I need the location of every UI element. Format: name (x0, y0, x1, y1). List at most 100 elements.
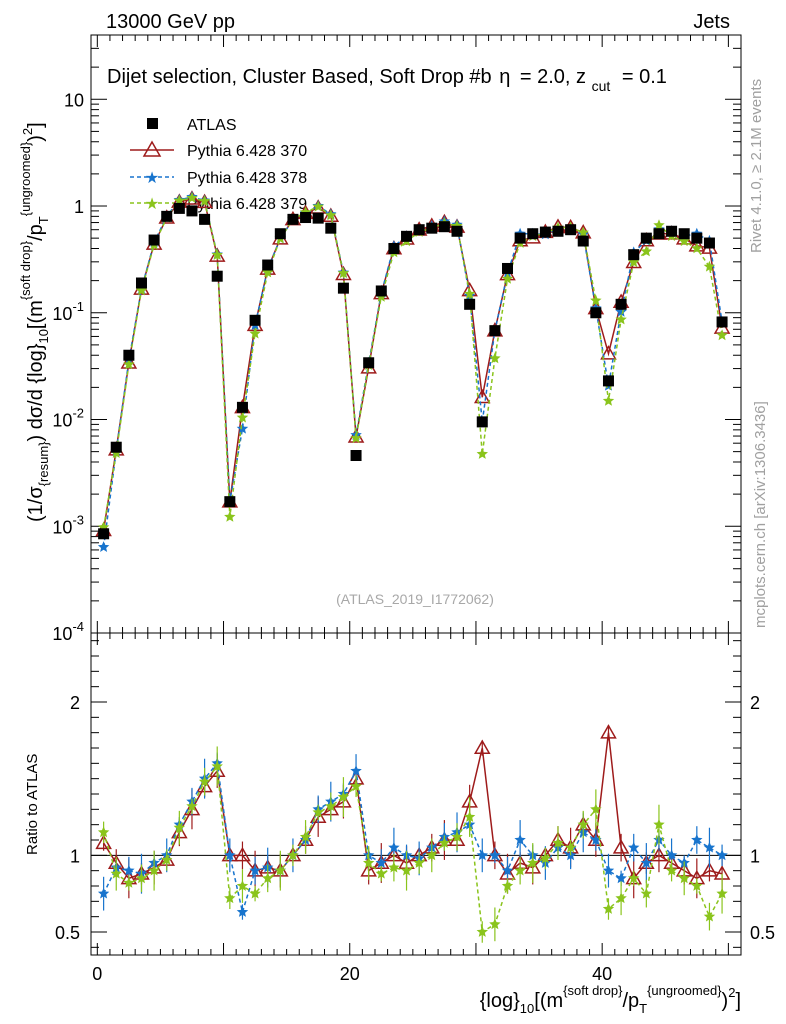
y-tick-label-ratio: 2 (70, 693, 80, 713)
atlas-data-point (666, 225, 678, 237)
series-378-ratio-point (691, 834, 703, 845)
series-379-point (615, 313, 627, 325)
series-378-ratio-point (628, 841, 640, 853)
series-370-point (335, 265, 352, 281)
axis-ticks (91, 34, 741, 955)
atlas-data-point (98, 528, 110, 540)
series-379-ratio-point (489, 918, 501, 930)
atlas-data-point (287, 213, 299, 225)
series-378-ratio-point (615, 872, 627, 884)
series-379-point (678, 235, 690, 247)
atlas-data-point (451, 225, 463, 237)
series-370-ratio-point (234, 846, 251, 862)
series-379-ratio-point (161, 853, 173, 865)
atlas-data-point (476, 416, 488, 428)
series-379-ratio-point (236, 880, 249, 891)
series-378-point (97, 541, 110, 552)
atlas-data-point (602, 375, 614, 387)
plot-title-eta: η (499, 66, 510, 88)
series-378-ratio-point (123, 864, 135, 876)
legend: ATLAS Pythia 6.428 370 ★ Pythia 6.428 37… (130, 117, 307, 213)
atlas-data-point (539, 226, 551, 238)
plot-title-tail: = 0.1 (622, 66, 667, 88)
series-379-point (262, 266, 274, 278)
upper-data-layer (95, 190, 731, 552)
atlas-data-point (211, 270, 223, 282)
series-379-ratio-point (476, 926, 488, 937)
atlas-data-point (413, 224, 425, 236)
x-axis-label: {log}10[(m{soft drop}/pT{ungroomed})2] (480, 983, 741, 1016)
series-378-ratio-point (476, 849, 488, 861)
series-378-ratio-point (640, 857, 652, 868)
series-378-ratio-point (388, 841, 400, 853)
series-378-ratio-point (665, 849, 678, 861)
atlas-data-point (300, 212, 312, 224)
atlas-data-point (678, 228, 690, 240)
series-379-ratio-point (224, 892, 236, 904)
series-379-point (337, 267, 350, 279)
series-378-ratio-point (703, 841, 716, 853)
series-379-point (186, 192, 198, 203)
series-379-ratio-point (350, 780, 362, 792)
series-379-ratio-point (388, 861, 400, 873)
series-379-point (325, 209, 337, 221)
y-tick-label-ratio-right: 0.5 (750, 923, 775, 943)
x-tick-label: 40 (592, 964, 612, 984)
series-379-ratio-point (287, 849, 299, 861)
x-tick-label: 20 (340, 964, 360, 984)
atlas-data-point (224, 496, 236, 508)
series-379-ratio-point (665, 864, 678, 876)
series-379-ratio-point (123, 876, 135, 888)
series-379-point (590, 294, 602, 306)
y-tick-label-upper: 10-3 (52, 512, 84, 537)
mcplots-label: mcplots.cern.ch [arXiv:1306.3436] (752, 401, 769, 628)
series-379-ratio-point (577, 818, 589, 830)
atlas-data-point (274, 228, 286, 240)
series-378-point (236, 422, 249, 434)
series-379-ratio-point (249, 887, 261, 899)
series-379-point (577, 226, 589, 238)
series-379-ratio-point (451, 830, 463, 842)
atlas-data-point (426, 222, 438, 234)
series-379-ratio-point (615, 892, 627, 904)
series-379-ratio-point (564, 841, 577, 853)
series-370-point (347, 428, 365, 443)
series-379-ratio-point (110, 867, 122, 879)
series-378-ratio-point (489, 849, 501, 861)
atlas-data-point (135, 277, 147, 289)
atlas-data-point (363, 357, 375, 369)
series-379-point (653, 219, 665, 231)
y-tick-label-ratio: 1 (70, 846, 80, 866)
series-379-ratio-point (186, 800, 198, 812)
plot-title-cut-subscript: cut (592, 78, 611, 94)
atlas-data-point (401, 230, 413, 242)
series-378-ratio-point (97, 887, 110, 899)
series-370-point (196, 193, 213, 209)
atlas-data-point (161, 210, 173, 222)
y-tick-label-upper: 10-1 (52, 299, 84, 324)
series-379-point (501, 272, 514, 284)
legend-378-label: Pythia 6.428 378 (187, 170, 307, 187)
series-379-ratio-point (539, 852, 552, 864)
series-378-ratio-point (350, 765, 362, 776)
series-379-ratio-point (514, 864, 526, 876)
atlas-data-point (514, 232, 526, 244)
series-379-ratio-point (363, 857, 375, 868)
atlas-data-point (552, 225, 564, 237)
series-378-ratio-point (224, 849, 236, 861)
atlas-data-point (199, 213, 211, 225)
atlas-data-point (262, 259, 274, 271)
atlas-data-point (148, 234, 160, 246)
series-379-point (640, 245, 652, 257)
series-379-point (123, 358, 135, 370)
atlas-data-point (590, 307, 602, 319)
series-379-ratio-point (463, 811, 476, 822)
series-378-ratio-point (716, 849, 728, 861)
ratio-frame (90, 632, 742, 956)
series-379-ratio-point (173, 821, 186, 833)
y-tick-label-ratio: 0.5 (55, 923, 80, 943)
atlas-data-point (502, 262, 514, 274)
series-379-point (703, 260, 716, 272)
series-378-ratio-point (249, 864, 261, 876)
atlas-data-point (110, 441, 122, 453)
